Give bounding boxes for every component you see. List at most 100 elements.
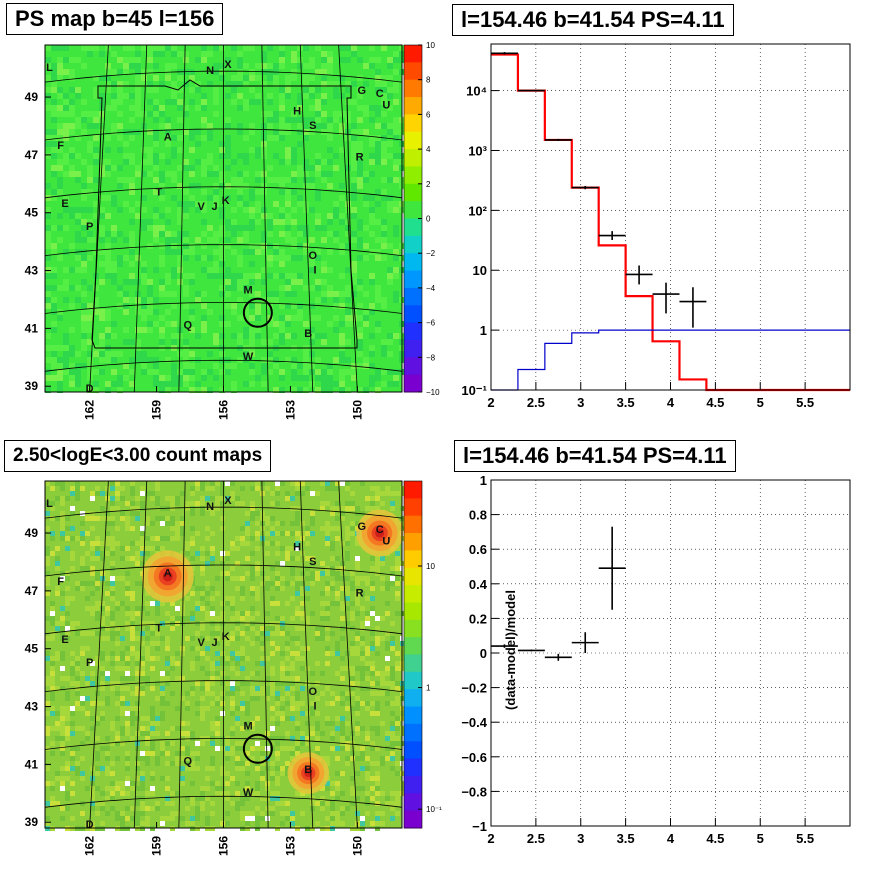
map-pixel [303, 321, 309, 327]
map-pixel [387, 333, 393, 339]
map-pixel [159, 153, 165, 159]
map-pixel [390, 791, 395, 796]
map-pixel [100, 626, 105, 631]
map-pixel [275, 736, 280, 741]
map-pixel [235, 806, 240, 811]
map-pixel [125, 686, 130, 691]
map-pixel [155, 696, 160, 701]
map-pixel [145, 491, 150, 496]
map-pixel [51, 297, 57, 303]
map-pixel [237, 51, 243, 57]
map-pixel [135, 171, 141, 177]
map-pixel [380, 756, 385, 761]
map-pixel [381, 159, 387, 165]
map-pixel [57, 165, 63, 171]
map-pixel [129, 189, 135, 195]
map-pixel [325, 611, 330, 616]
y-tick-label: −0.4 [461, 715, 487, 730]
map-pixel [230, 746, 235, 751]
map-pixel [125, 546, 130, 551]
map-pixel [279, 129, 285, 135]
map-pixel [279, 333, 285, 339]
map-pixel [235, 766, 240, 771]
map-pixel [195, 291, 201, 297]
map-pixel [100, 791, 105, 796]
map-pixel [325, 716, 330, 721]
map-pixel [69, 147, 75, 153]
map-pixel [135, 556, 140, 561]
map-pixel [195, 531, 200, 536]
source-label-G: G [358, 85, 367, 97]
map-pixel [273, 117, 279, 123]
map-pixel [265, 686, 270, 691]
map-pixel [330, 721, 335, 726]
map-pixel [305, 736, 310, 741]
map-pixel [265, 696, 270, 701]
map-pixel [339, 213, 345, 219]
map-pixel [275, 796, 280, 801]
map-pixel [105, 536, 110, 541]
map-pixel [300, 666, 305, 671]
map-pixel [180, 651, 185, 656]
x-tick-label: 3.5 [617, 831, 635, 846]
map-pixel [125, 586, 130, 591]
map-pixel [190, 491, 195, 496]
map-pixel [260, 796, 265, 801]
map-pixel [390, 751, 395, 756]
map-pixel [147, 303, 153, 309]
map-pixel [325, 526, 330, 531]
map-pixel [185, 761, 190, 766]
map-pixel [365, 576, 370, 581]
map-pixel [75, 746, 80, 751]
map-pixel [225, 183, 231, 189]
map-pixel [189, 375, 195, 381]
map-pixel [50, 686, 55, 691]
map-pixel [220, 661, 225, 666]
map-pixel [303, 87, 309, 93]
map-pixel [387, 381, 393, 387]
map-pixel [295, 506, 300, 511]
map-pixel [375, 816, 380, 821]
map-pixel [155, 716, 160, 721]
map-pixel [80, 671, 85, 676]
map-pixel [345, 201, 351, 207]
map-pixel [285, 496, 290, 501]
map-pixel [375, 746, 380, 751]
map-pixel [177, 255, 183, 261]
map-pixel [145, 546, 150, 551]
map-pixel [240, 631, 245, 636]
map-pixel [111, 267, 117, 273]
map-pixel [237, 69, 243, 75]
map-pixel [110, 796, 115, 801]
map-pixel [219, 63, 225, 69]
map-pixel [125, 521, 130, 526]
map-pixel [189, 99, 195, 105]
map-pixel [305, 541, 310, 546]
data-point [517, 649, 545, 652]
map-pixel [110, 726, 115, 731]
map-pixel [93, 117, 99, 123]
map-pixel [350, 601, 355, 606]
map-pixel [63, 111, 69, 117]
map-pixel [220, 571, 225, 576]
map-pixel [267, 165, 273, 171]
map-pixel [51, 375, 57, 381]
map-pixel [150, 631, 155, 636]
map-pixel [205, 616, 210, 621]
map-pixel [195, 796, 200, 801]
map-pixel [381, 195, 387, 201]
map-pixel [235, 656, 240, 661]
colorbar-cell [404, 62, 422, 81]
map-pixel [231, 225, 237, 231]
map-pixel [140, 621, 145, 626]
map-pixel [295, 741, 300, 746]
map-pixel [339, 93, 345, 99]
map-pixel [189, 351, 195, 357]
map-pixel [189, 273, 195, 279]
map-pixel [81, 249, 87, 255]
map-pixel [285, 75, 291, 81]
map-pixel [357, 117, 363, 123]
colorbar-tick-label: −10 [426, 388, 440, 397]
map-pixel [159, 171, 165, 177]
map-pixel [250, 816, 255, 821]
